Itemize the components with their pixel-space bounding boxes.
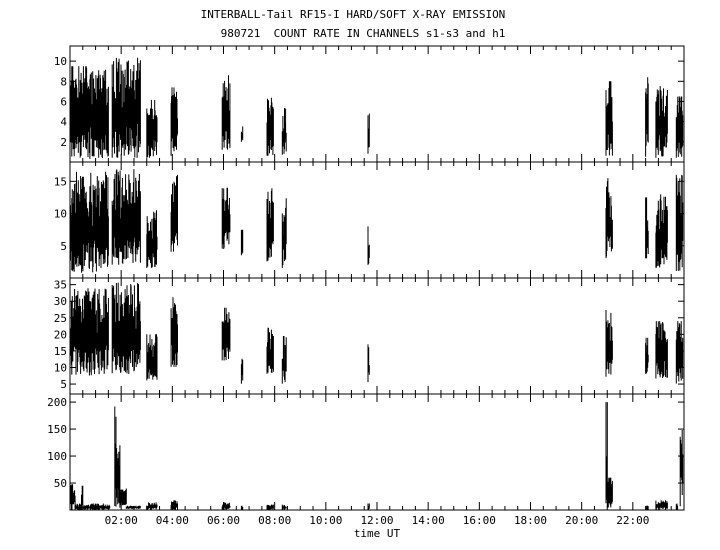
data-burst-s1 bbox=[170, 87, 178, 156]
x-tick-label: 10:00 bbox=[309, 514, 342, 527]
data-burst-h1 bbox=[605, 402, 608, 504]
data-burst-h1 bbox=[679, 430, 684, 507]
data-burst-s1 bbox=[146, 99, 158, 158]
x-tick-label: 12:00 bbox=[360, 514, 393, 527]
y-tick-label-s3: 35 bbox=[54, 279, 67, 292]
data-burst-s1 bbox=[605, 81, 613, 156]
y-tick-label-s3: 25 bbox=[54, 312, 67, 325]
panel-frame-s2 bbox=[69, 161, 685, 279]
data-burst-s1 bbox=[655, 86, 668, 158]
y-tick-label-s2: 10 bbox=[54, 208, 67, 221]
y-tick-label-s2: 5 bbox=[60, 240, 67, 253]
data-burst-s1 bbox=[240, 126, 244, 142]
x-tick-label: 14:00 bbox=[412, 514, 445, 527]
x-axis-label: time UT bbox=[354, 527, 401, 540]
data-burst-h1 bbox=[645, 505, 649, 510]
data-burst-s3 bbox=[170, 297, 178, 367]
data-burst-h1 bbox=[170, 500, 178, 510]
data-burst-h1 bbox=[69, 484, 76, 510]
data-burst-s2 bbox=[675, 174, 684, 271]
y-tick-label-s1: 10 bbox=[54, 55, 67, 68]
y-tick-label-h1: 200 bbox=[47, 396, 67, 409]
x-tick-label: 22:00 bbox=[616, 514, 649, 527]
data-burst-h1 bbox=[90, 503, 104, 510]
data-burst-h1 bbox=[281, 504, 287, 510]
y-tick-label-s1: 8 bbox=[60, 75, 67, 88]
data-burst-s1 bbox=[645, 77, 649, 157]
y-tick-label-s3: 10 bbox=[54, 361, 67, 374]
data-burst-s3 bbox=[605, 310, 613, 377]
x-tick-label: 08:00 bbox=[258, 514, 291, 527]
data-burst-s3 bbox=[146, 334, 158, 381]
data-burst-s3 bbox=[69, 288, 109, 376]
data-burst-s3 bbox=[240, 358, 244, 384]
data-burst-h1 bbox=[82, 504, 91, 510]
y-tick-label-s3: 5 bbox=[60, 378, 67, 391]
data-burst-s3 bbox=[221, 307, 231, 361]
y-tick-label-h1: 50 bbox=[54, 477, 67, 490]
data-burst-s2 bbox=[69, 171, 109, 273]
data-burst-s3 bbox=[675, 321, 684, 384]
chart-subtitle: 980721 COUNT RATE IN CHANNELS s1-s3 and … bbox=[220, 27, 506, 40]
data-burst-h1 bbox=[125, 505, 141, 509]
y-tick-label-s3: 30 bbox=[54, 295, 67, 308]
data-burst-s3 bbox=[281, 336, 287, 384]
x-tick-label: 16:00 bbox=[463, 514, 496, 527]
y-tick-label-s2: 15 bbox=[54, 175, 67, 188]
x-tick-label: 18:00 bbox=[514, 514, 547, 527]
data-burst-h1 bbox=[115, 445, 121, 507]
data-burst-s1 bbox=[675, 96, 684, 158]
data-burst-h1 bbox=[221, 502, 231, 510]
x-tick-label: 06:00 bbox=[207, 514, 240, 527]
panel-frame-h1 bbox=[69, 393, 685, 511]
panel-frame-s1 bbox=[69, 45, 685, 163]
x-tick-label: 04:00 bbox=[156, 514, 189, 527]
y-tick-label-s3: 15 bbox=[54, 345, 67, 358]
panel-frame-s3 bbox=[69, 277, 685, 395]
data-burst-h1 bbox=[146, 502, 158, 510]
data-burst-s3 bbox=[367, 344, 370, 383]
data-burst-h1 bbox=[102, 504, 111, 510]
data-burst-h1 bbox=[81, 485, 84, 510]
data-burst-h1 bbox=[240, 505, 244, 510]
y-tick-label-s1: 4 bbox=[60, 116, 67, 129]
y-tick-label-s3: 20 bbox=[54, 328, 67, 341]
data-burst-s3 bbox=[645, 337, 649, 374]
data-burst-s2 bbox=[281, 198, 287, 268]
data-burst-s2 bbox=[645, 197, 649, 259]
data-burst-s1 bbox=[367, 113, 370, 154]
x-tick-label: 20:00 bbox=[565, 514, 598, 527]
data-burst-s2 bbox=[605, 178, 613, 259]
data-burst-s2 bbox=[655, 194, 668, 268]
data-burst-s1 bbox=[69, 66, 109, 160]
data-burst-s1 bbox=[266, 97, 274, 156]
data-burst-s2 bbox=[266, 188, 274, 262]
y-tick-label-s1: 2 bbox=[60, 136, 67, 149]
data-burst-s3 bbox=[266, 327, 274, 374]
x-tick-label: 02:00 bbox=[105, 514, 138, 527]
data-burst-s3 bbox=[111, 282, 141, 374]
y-tick-label-h1: 100 bbox=[47, 450, 67, 463]
y-tick-label-s1: 6 bbox=[60, 95, 67, 108]
data-burst-s2 bbox=[170, 174, 178, 252]
data-burst-h1 bbox=[675, 503, 679, 510]
data-burst-s2 bbox=[111, 169, 141, 265]
y-tick-label-h1: 150 bbox=[47, 423, 67, 436]
data-burst-h1 bbox=[74, 503, 82, 510]
data-burst-s1 bbox=[221, 75, 231, 150]
data-burst-s2 bbox=[240, 229, 244, 256]
data-burst-s2 bbox=[146, 210, 158, 268]
data-burst-h1 bbox=[655, 500, 668, 510]
data-burst-s3 bbox=[655, 321, 668, 379]
data-burst-h1 bbox=[266, 504, 274, 510]
data-burst-s2 bbox=[367, 226, 370, 265]
data-burst-h1 bbox=[119, 488, 127, 508]
chart-title: INTERBALL-Tail RF15-I HARD/SOFT X-RAY EM… bbox=[200, 8, 506, 21]
data-burst-s1 bbox=[281, 108, 287, 155]
data-burst-s2 bbox=[221, 187, 231, 249]
data-burst-h1 bbox=[367, 503, 370, 510]
data-burst-s1 bbox=[111, 57, 141, 158]
data-burst-h1 bbox=[606, 477, 613, 508]
